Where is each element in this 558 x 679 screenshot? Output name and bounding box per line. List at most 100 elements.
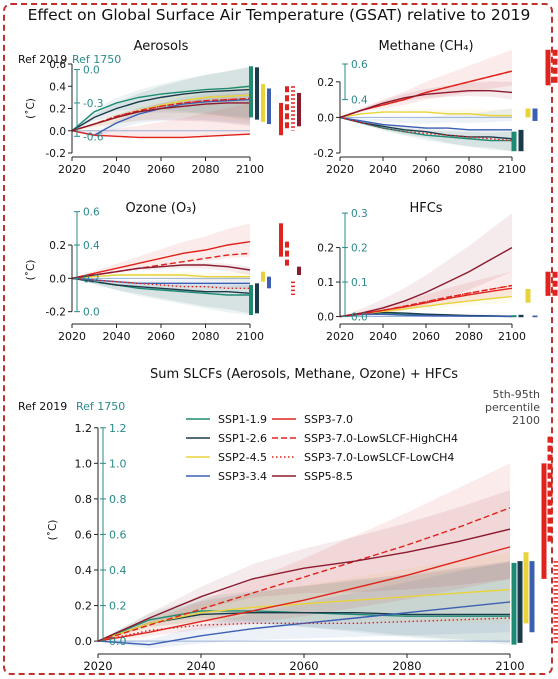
uncertainty-band-ssp585 bbox=[340, 213, 512, 317]
y-tick-label: 0.0 bbox=[317, 112, 334, 124]
series-line-ssp585 bbox=[71, 264, 251, 280]
y-tick-label: -0.2 bbox=[314, 148, 335, 160]
uncertainty-band-ssp334 bbox=[98, 561, 510, 649]
y-tick-label: 0.1 bbox=[317, 277, 334, 289]
ref1750-tick-label: 0.2 bbox=[83, 273, 100, 285]
chart-panel-4: HFCs 0.0 0.1 0.2 0.3 0.2 0.1 0.0 2020 2040 2060 208… bbox=[317, 201, 558, 343]
x-tick-label: 2040 bbox=[103, 330, 131, 343]
uncertainty-band-ssp126 bbox=[98, 561, 510, 643]
chart-title: HFCs bbox=[409, 201, 442, 216]
y-tick-label: 0.2 bbox=[75, 600, 93, 613]
y-tick-label: 0.8 bbox=[75, 493, 93, 506]
y-tick-label: 0.0 bbox=[49, 273, 66, 285]
ref1750-tick-label: 0.6 bbox=[109, 528, 127, 541]
ref1750-tick-label: 0.3 bbox=[351, 208, 368, 220]
chart-title: Methane (CH₄) bbox=[378, 39, 473, 54]
x-tick-label: 2080 bbox=[192, 163, 220, 176]
chart-title: Sum SLCFs (Aerosols, Methane, Ozone) + H… bbox=[150, 367, 458, 382]
series-line-ssp245 bbox=[97, 588, 511, 642]
uncertainty-band-ssp370 bbox=[340, 49, 512, 118]
series-line-ssp245 bbox=[71, 274, 250, 280]
series-line-ssp370ll bbox=[71, 97, 251, 132]
x-tick-label: 2020 bbox=[326, 330, 354, 343]
series-line-ssp126 bbox=[71, 277, 251, 295]
uncertainty-band-ssp370 bbox=[340, 271, 512, 317]
ref2019-label: Ref 2019 bbox=[18, 400, 67, 413]
uncertainty-band-ssp334 bbox=[340, 108, 512, 124]
chart-panel-3: Ozone (O₃) -0.2 0.0 0.2 0.6 0.4 0.2 0.0 2020 2040… bbox=[25, 201, 301, 343]
y-tick-label: 0.2 bbox=[49, 104, 66, 116]
x-tick-label: 2080 bbox=[455, 163, 483, 176]
ref1750-tick-label: -0.3 bbox=[83, 98, 104, 110]
legend-label-ssp370lh: SSP3-7.0-LowSLCF-HighCH4 bbox=[304, 432, 458, 445]
series-line-ssp245 bbox=[339, 111, 512, 119]
series-line-ssp119 bbox=[71, 85, 251, 132]
ref1750-tick-label: 0.2 bbox=[109, 600, 127, 613]
legend-label-ssp119: SSP1-1.9 bbox=[218, 413, 267, 426]
y-tick-label: 0.6 bbox=[49, 59, 66, 71]
uncertainty-band-ssp126 bbox=[72, 67, 250, 131]
ref1750-tick-label: 0.2 bbox=[351, 243, 368, 255]
percentile-note: 5th-95th bbox=[492, 388, 540, 401]
ref1750-tick-label: 1.2 bbox=[109, 422, 127, 435]
y-tick-label: 0.0 bbox=[75, 635, 93, 648]
series-line-ssp334 bbox=[339, 313, 513, 318]
ref1750-tick-label: 0.1 bbox=[351, 277, 368, 289]
y-axis-label: (˚C) bbox=[47, 520, 59, 541]
series-line-ssp370ll bbox=[71, 277, 250, 290]
ref2019-label: Ref 2019 bbox=[18, 53, 67, 66]
uncertainty-band-ssp585 bbox=[72, 262, 250, 279]
series-line-ssp585 bbox=[71, 102, 250, 132]
x-tick-label: 2100 bbox=[498, 330, 526, 343]
x-tick-label: 2020 bbox=[326, 163, 354, 176]
series-line-ssp334 bbox=[339, 116, 512, 131]
x-tick-label: 2060 bbox=[147, 330, 175, 343]
ref1750-tick-label: 0.8 bbox=[109, 493, 127, 506]
y-tick-label: 0.0 bbox=[49, 126, 66, 138]
x-tick-label: 2080 bbox=[455, 330, 483, 343]
y-tick-label: 0.6 bbox=[75, 528, 93, 541]
y-tick-label: 0.4 bbox=[75, 564, 93, 577]
legend-label-ssp126: SSP1-2.6 bbox=[218, 432, 267, 445]
x-tick-label: 2060 bbox=[412, 330, 440, 343]
y-tick-label: 0.2 bbox=[317, 243, 334, 255]
series-line-ssp370 bbox=[71, 130, 251, 139]
percentile-note: 2100 bbox=[512, 414, 540, 427]
ref1750-tick-label: 0.6 bbox=[351, 59, 368, 71]
ref1750-tick-label: 0.4 bbox=[109, 564, 127, 577]
legend-label-ssp370: SSP3-7.0 bbox=[304, 413, 353, 426]
x-tick-label: 2100 bbox=[495, 659, 524, 673]
x-tick-label: 2040 bbox=[103, 163, 131, 176]
ref1750-tick-label: 0.4 bbox=[351, 95, 368, 107]
chart-panel-2: Methane (CH₄) -0.2 0.0 0.2 0.6 0.4 2020 2040 206… bbox=[314, 39, 558, 176]
uncertainty-band-ssp334 bbox=[72, 276, 250, 289]
x-tick-label: 2100 bbox=[236, 330, 264, 343]
series-line-ssp585 bbox=[97, 528, 511, 642]
ref1750-label: Ref 1750 bbox=[76, 400, 125, 413]
y-tick-label: 0.4 bbox=[49, 81, 66, 93]
x-tick-label: 2020 bbox=[58, 163, 86, 176]
legend-label-ssp334: SSP3-3.4 bbox=[218, 470, 267, 483]
uncertainty-band-ssp245 bbox=[98, 552, 510, 642]
x-tick-label: 2040 bbox=[186, 659, 215, 673]
series-line-ssp370ll bbox=[97, 617, 511, 642]
uncertainty-band-ssp126 bbox=[72, 278, 250, 314]
uncertainty-band-ssp585 bbox=[98, 490, 510, 642]
y-tick-label: 0.0 bbox=[317, 312, 334, 324]
x-tick-label: 2020 bbox=[83, 659, 112, 673]
chart-panel-1: Aerosols -0.2 0.0 0.2 0.4 0.6 0.0 -0.3 -0.6 2020 2… bbox=[18, 39, 301, 176]
uncertainty-band-ssp245 bbox=[72, 271, 250, 282]
y-tick-label: 1.0 bbox=[75, 457, 93, 470]
x-tick-label: 2100 bbox=[236, 163, 264, 176]
x-tick-label: 2080 bbox=[392, 659, 421, 673]
legend-label-ssp245: SSP2-4.5 bbox=[218, 451, 267, 464]
series-line-ssp126 bbox=[71, 88, 251, 132]
x-tick-label: 2060 bbox=[289, 659, 318, 673]
ref1750-tick-label: -0.6 bbox=[83, 131, 104, 143]
x-tick-label: 2040 bbox=[369, 330, 397, 343]
ref1750-tick-label: 0.0 bbox=[83, 307, 100, 319]
x-tick-label: 2060 bbox=[147, 163, 175, 176]
series-line-ssp585 bbox=[339, 246, 513, 318]
series-line-ssp334 bbox=[97, 601, 511, 646]
ref1750-tick-label: 0.6 bbox=[83, 207, 100, 219]
